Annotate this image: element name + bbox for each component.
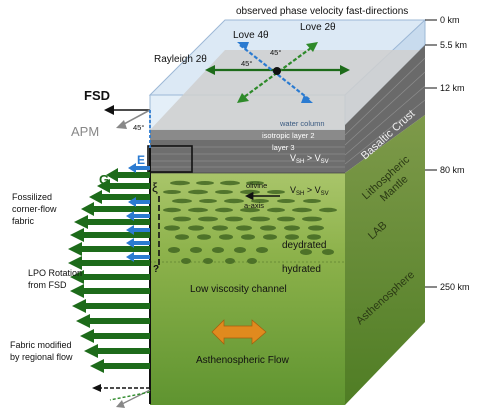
depth-0: 0 km — [440, 15, 460, 25]
surface-arrows — [205, 42, 350, 103]
low-viscosity-label: Low viscosity channel — [190, 284, 287, 295]
bottom-fsd-arrows — [92, 384, 151, 408]
lpo-line1: LPO Rotation — [28, 268, 82, 278]
isotropic-layer-label: isotropic layer 2 — [262, 131, 315, 140]
fsd-label: FSD — [84, 88, 110, 103]
hydrated-label: hydrated — [282, 264, 321, 275]
layer3-label: layer 3 — [272, 143, 295, 152]
g-arrows — [68, 168, 150, 373]
depth-scale — [425, 19, 437, 288]
sh-sub: SH — [296, 159, 304, 165]
water-column-label: water column — [279, 119, 325, 128]
question-label: ? — [153, 264, 159, 275]
depth-250: 250 km — [440, 282, 470, 292]
sh-sub-2: SH — [296, 191, 304, 197]
crust-front — [150, 130, 345, 173]
depth-12: 12 km — [440, 83, 465, 93]
v-text: V — [290, 153, 296, 163]
g-label: G — [99, 172, 109, 187]
fossilized-line2: corner-flow — [12, 204, 57, 214]
gt-v-text: > V — [304, 153, 320, 163]
rayleigh-label: Rayleigh 2θ — [154, 54, 207, 65]
fossilized-line1: Fossilized — [12, 192, 52, 202]
fabric-line1: Fabric modified — [10, 340, 72, 350]
sv-sub: SV — [321, 159, 329, 165]
angle-top-label: 45° — [270, 48, 281, 57]
vsh-vsv-upper: VSH > VSV — [290, 153, 329, 165]
v-text-2: V — [290, 185, 296, 195]
love2-label: Love 2θ — [300, 22, 336, 33]
fsd-apm-indicator — [104, 105, 151, 404]
depth-80: 80 km — [440, 165, 465, 175]
lpo-line2: from FSD — [28, 280, 67, 290]
vsh-vsv-lower: VSH > VSV — [290, 185, 329, 197]
love4-label: Love 4θ — [233, 30, 269, 41]
olivine-fabric — [163, 180, 337, 264]
highlight-box — [147, 145, 193, 173]
astheno-flow-label: Asthenospheric Flow — [196, 355, 290, 366]
fossilized-line3: fabric — [12, 216, 35, 226]
xi-label: ξ — [152, 180, 158, 195]
svg-text:VSH > VSV: VSH > VSV — [290, 185, 329, 197]
a-axis-label: a-axis — [244, 201, 264, 210]
header-title: observed phase velocity fast-directions — [236, 6, 408, 17]
e-arrows — [126, 163, 150, 262]
angle-left-label: 45° — [241, 59, 252, 68]
apm-label: APM — [71, 124, 99, 139]
sv-sub-2: SV — [321, 191, 329, 197]
depth-5-5: 5.5 km — [440, 40, 467, 50]
gt-v-text-2: > V — [304, 185, 320, 195]
angle-fsd-label: 45° — [133, 123, 144, 132]
astheno-flow-arrow — [211, 319, 267, 345]
side-face — [344, 45, 426, 405]
svg-text:VSH > VSV: VSH > VSV — [290, 153, 329, 165]
fabric-line2: by regional flow — [10, 352, 73, 362]
dehydrated-label: deydrated — [282, 240, 326, 251]
e-label: E — [137, 153, 145, 167]
olivine-label: olivine — [246, 181, 267, 190]
